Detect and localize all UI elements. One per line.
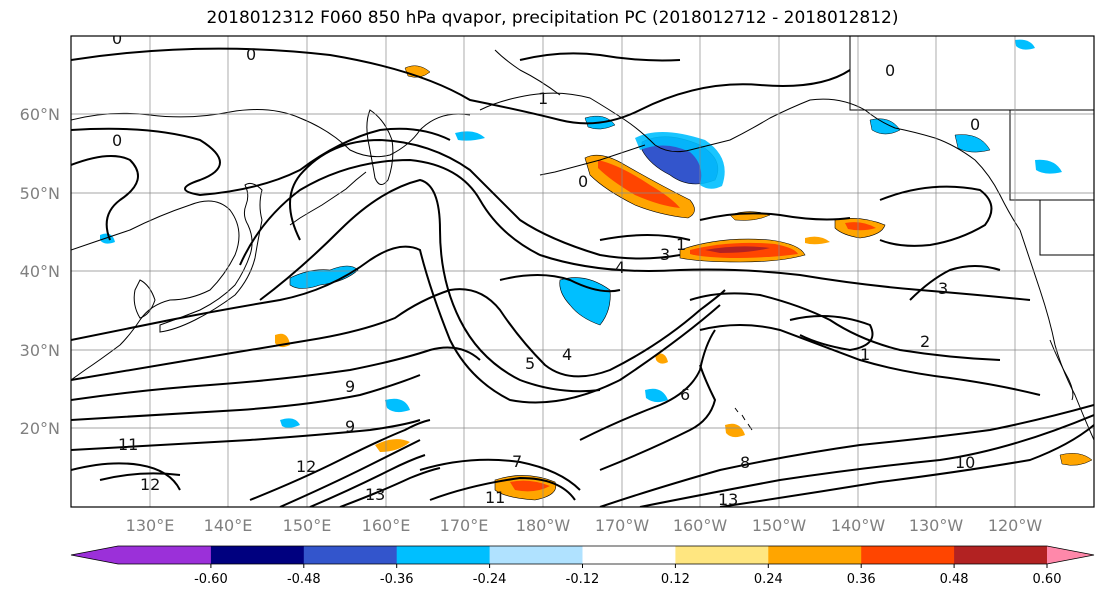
contour-label: 3 (660, 245, 670, 264)
contour-label: 11 (118, 435, 138, 454)
colorbar-segment (954, 546, 1048, 564)
contour-label: 5 (525, 354, 535, 373)
colorbar-tick-label: 0.48 (940, 572, 969, 587)
colorbar-tick-label: -0.12 (566, 572, 600, 587)
qvapor-contours (71, 47, 1094, 507)
colorbar-tick-label: -0.60 (194, 572, 228, 587)
lat-label: 50°N (20, 184, 60, 203)
lon-label: 130°E (126, 516, 175, 535)
contour-label: 10 (955, 453, 975, 472)
graticule (71, 36, 1094, 507)
lat-label: 30°N (20, 341, 60, 360)
lon-label: 150°E (283, 516, 332, 535)
lat-label: 60°N (20, 105, 60, 124)
lon-label: 180°W (516, 516, 571, 535)
colorbar-segment (582, 546, 676, 564)
lon-label: 140°W (831, 516, 886, 535)
contour-label: 4 (562, 345, 572, 364)
contour-label: 0 (112, 29, 122, 48)
longitude-labels: 130°E 140°E 150°E 160°E 170°E 180°W 170°… (126, 516, 1043, 535)
contour-label: 9 (345, 417, 355, 436)
map-plot-area: 0 0 0 0 0 0 1 1 1 2 3 3 4 4 5 6 7 8 9 9 … (71, 29, 1094, 509)
contour-label: 0 (246, 45, 256, 64)
contour-label: 7 (512, 452, 522, 471)
contour-label: 13 (718, 490, 738, 509)
lon-label: 170°E (440, 516, 489, 535)
colorbar-extension-low (71, 546, 118, 564)
latitude-labels: 60°N 50°N 40°N 30°N 20°N (20, 105, 60, 438)
colorbar-segment (861, 546, 955, 564)
contour-label: 0 (578, 172, 588, 191)
colorbar-tick-label: -0.24 (473, 572, 507, 587)
colorbar-segment (210, 546, 305, 564)
colorbar-tick-labels: -0.60 -0.48 -0.36 -0.24 -0.12 0.12 0.24 0.36 0.4… (194, 564, 1061, 587)
colorbar-segment (489, 546, 583, 564)
colorbar (70, 545, 1095, 565)
lat-label: 20°N (20, 419, 60, 438)
colorbar-tick-label: 0.24 (754, 572, 783, 587)
colorbar-segment (768, 546, 862, 564)
colorbar-extension-high (1047, 546, 1094, 564)
contour-label: 2 (920, 332, 930, 351)
lon-label: 140°E (204, 516, 253, 535)
contour-label: 12 (140, 475, 160, 494)
colorbar-segment (118, 546, 212, 564)
colorbar-tick-label: 0.36 (847, 572, 876, 587)
precipitation-shading (100, 39, 1093, 501)
contour-label: 8 (740, 453, 750, 472)
contour-label: 1 (860, 345, 870, 364)
contour-labels: 0 0 0 0 0 0 1 1 1 2 3 3 4 4 5 6 7 8 9 9 … (112, 29, 980, 509)
colorbar-tick-label: 0.12 (661, 572, 690, 587)
lon-label: 170°W (595, 516, 650, 535)
contour-label: 0 (885, 61, 895, 80)
lon-label: 160°W (673, 516, 728, 535)
colorbar-tick-label: -0.36 (380, 572, 414, 587)
colorbar-segment (675, 546, 769, 564)
contour-label: 0 (970, 115, 980, 134)
map-title: 2018012312 F060 850 hPa qvapor, precipit… (206, 8, 899, 28)
lon-label: 130°W (909, 516, 964, 535)
colorbar-segment (303, 546, 398, 564)
plot-frame (70, 35, 1095, 508)
contour-label: 6 (680, 385, 690, 404)
contour-label: 3 (938, 279, 948, 298)
contour-label: 4 (615, 258, 625, 277)
colorbar-segment (396, 546, 491, 564)
lon-label: 160°E (362, 516, 411, 535)
colorbar-tick-label: -0.48 (287, 572, 321, 587)
contour-label: 12 (296, 457, 316, 476)
contour-label: 13 (365, 485, 385, 504)
lon-label: 120°W (988, 516, 1043, 535)
colorbar-outline (70, 545, 1095, 565)
contour-label: 9 (345, 377, 355, 396)
lon-label: 150°W (752, 516, 807, 535)
contour-label: 1 (676, 235, 686, 254)
lat-label: 40°N (20, 262, 60, 281)
contour-label: 1 (538, 89, 548, 108)
contour-label: 11 (485, 488, 505, 507)
coastlines (71, 36, 1094, 441)
contour-label: 0 (112, 131, 122, 150)
colorbar-tick-label: 0.60 (1033, 572, 1062, 587)
